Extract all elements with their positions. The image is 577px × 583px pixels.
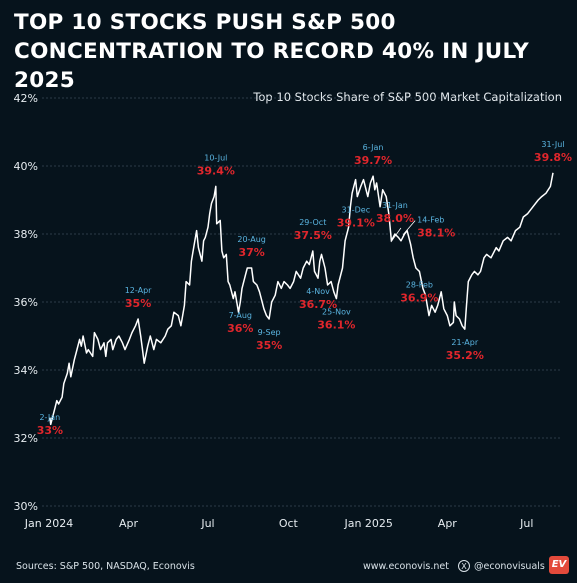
x-axis-ticks: Jan 2024 Apr Jul Oct Jan 2025 Apr Jul [24, 517, 534, 530]
y-tick-label: 34% [14, 364, 38, 377]
x-tick-label: Oct [279, 517, 299, 530]
annotation-value-label: 36% [227, 322, 253, 335]
y-tick-label: 40% [14, 160, 38, 173]
x-tick-label: Apr [438, 517, 458, 530]
annotation-date-label: 2-Jan [39, 413, 60, 422]
annotation-date-label: 28-Feb [406, 280, 433, 289]
annotation-value-label: 36.9% [400, 291, 438, 304]
econovis-logo: EV [549, 556, 569, 574]
annotation-value-label: 33% [37, 424, 63, 437]
y-tick-label: 30% [14, 500, 38, 513]
annotation-date-label: 6-Jan [363, 143, 384, 152]
annotation-value-label: 38.1% [417, 227, 455, 240]
annotation-date-label: 14-Feb [417, 216, 444, 225]
annotation-value-label: 38.0% [376, 212, 414, 225]
annotations: 2-Jan 33% 12-Apr 35% 10-Jul 39.4% 7-Aug 36% 20-A… [37, 140, 572, 437]
annotation-date-label: 10-Jul [204, 153, 227, 162]
annotation-date-label: 9-Sep [258, 328, 281, 337]
annotation-date-label: 31-Jul [541, 140, 564, 149]
y-tick-label: 36% [14, 296, 38, 309]
annotation-date-label: 7-Aug [229, 311, 252, 320]
footer-handle[interactable]: @econovisuals [474, 561, 545, 572]
annotation-value-label: 35% [256, 339, 282, 352]
annotation-value-label: 39.7% [354, 154, 392, 167]
annotation-date-label: 4-Nov [306, 287, 330, 296]
x-tick-label: Jan 2024 [24, 517, 73, 530]
x-tick-label: Jul [200, 517, 214, 530]
annotation-value-label: 39.4% [197, 164, 235, 177]
annotation-value-label: 39.8% [534, 151, 572, 164]
annotation-value-label: 36.1% [317, 319, 355, 332]
chart-subtitle: Top 10 Stocks Share of S&P 500 Market Ca… [253, 90, 562, 104]
footer-sources: Sources: S&P 500, NASDAQ, Econovis [16, 561, 195, 572]
footer-website[interactable]: www.econovis.net [363, 561, 449, 572]
x-social-icon[interactable]: X [458, 560, 470, 572]
annotation-date-label: 12-Apr [125, 286, 152, 295]
annotation-value-label: 39.1% [337, 217, 375, 230]
y-tick-label: 42% [14, 92, 38, 105]
annotation-date-label: 25-Nov [322, 308, 351, 317]
annotation-value-label: 37.5% [294, 229, 332, 242]
x-tick-label: Jul [519, 517, 533, 530]
annotation-value-label: 35% [125, 297, 151, 310]
annotation-value-label: 37% [238, 246, 264, 259]
annotation-date-label: 21-Apr [451, 338, 478, 347]
x-tick-label: Apr [119, 517, 139, 530]
annotation-date-label: 31-Dec [342, 206, 371, 215]
y-axis-ticks: 30% 32% 34% 36% 38% 40% 42% [14, 92, 38, 513]
annotation-date-label: 29-Oct [299, 218, 326, 227]
series-line [49, 172, 554, 426]
y-tick-label: 32% [14, 432, 38, 445]
annotation-value-label: 35.2% [446, 349, 484, 362]
x-tick-label: Jan 2025 [343, 517, 392, 530]
annotation-date-label: 20-Aug [237, 235, 266, 244]
annotation-value-label: 36.7% [299, 298, 337, 311]
annotation-date-label: 31-Jan [382, 201, 408, 210]
chart-title: Top 10 Stocks Push S&P 500 Concentration… [14, 10, 530, 93]
y-tick-label: 38% [14, 228, 38, 241]
